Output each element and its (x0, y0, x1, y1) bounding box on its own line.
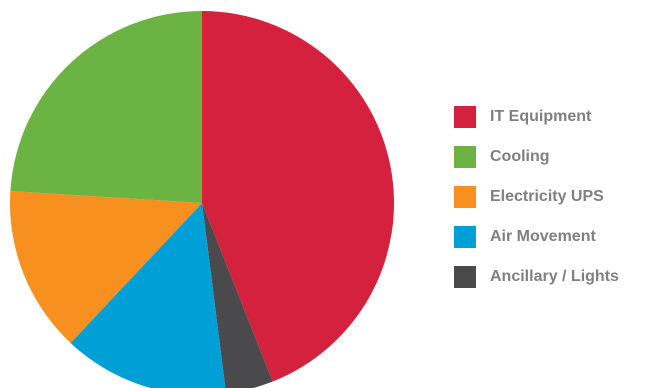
legend-swatch (454, 226, 476, 248)
legend-label: Electricity UPS (490, 188, 604, 205)
legend-item-cooling: Cooling (454, 146, 619, 168)
pie-chart (10, 11, 395, 388)
pie-slice-cooling (10, 11, 202, 203)
legend-item-it-equipment: IT Equipment (454, 106, 619, 128)
pie-slices (10, 11, 395, 388)
pie-slice-it-equipment (202, 11, 395, 382)
legend-swatch (454, 186, 476, 208)
legend-swatch (454, 146, 476, 168)
legend-item-ancillary-lights: Ancillary / Lights (454, 266, 619, 288)
legend-label: Ancillary / Lights (490, 268, 619, 285)
legend-swatch (454, 106, 476, 128)
pie-slice-ancillary-lights (202, 203, 273, 388)
pie-slice-air-movement (70, 203, 226, 388)
legend-label: IT Equipment (490, 108, 592, 125)
legend-item-electricity-ups: Electricity UPS (454, 186, 619, 208)
legend-label: Cooling (490, 148, 550, 165)
pie-slice-electricity-ups (10, 190, 203, 343)
chart-legend: IT Equipment Cooling Electricity UPS Air Mo… (454, 106, 619, 288)
legend-swatch (454, 266, 476, 288)
legend-label: Air Movement (490, 228, 596, 245)
legend-item-air-movement: Air Movement (454, 226, 619, 248)
